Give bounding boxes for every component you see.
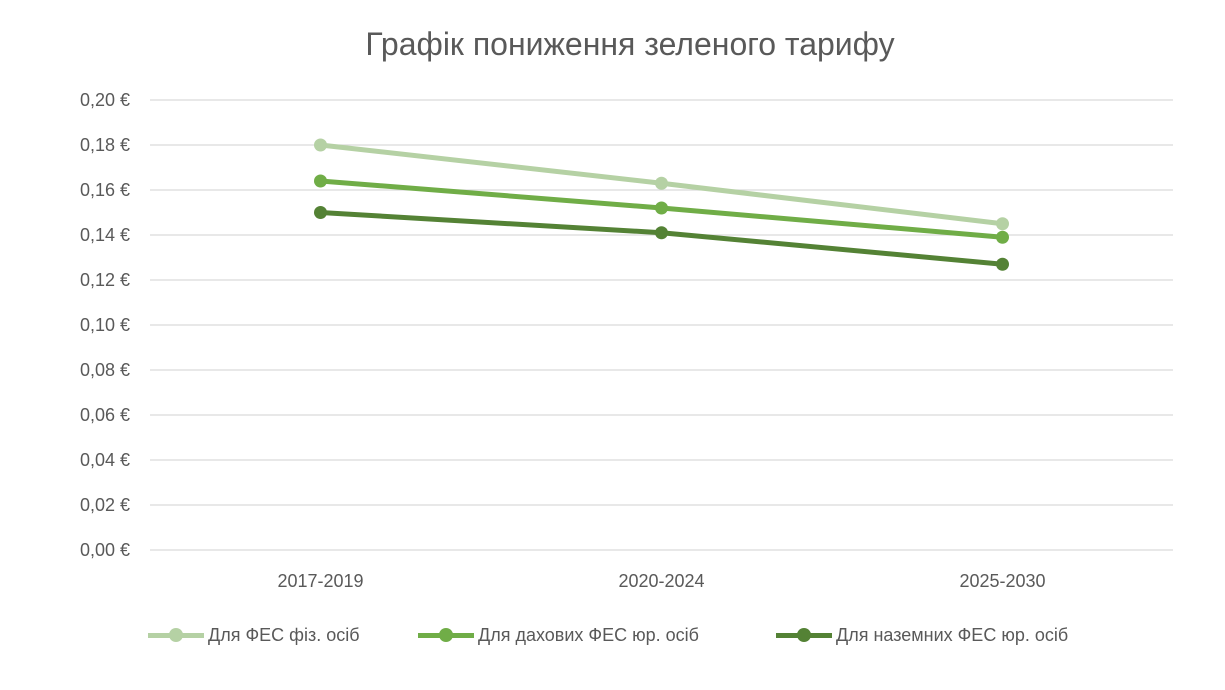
series-points — [314, 138, 1009, 271]
legend-label-series-2: Для дахових ФЕС юр. осіб — [478, 624, 699, 645]
y-tick-label: 0,12 € — [80, 270, 130, 290]
x-tick-label: 2025-2030 — [959, 571, 1045, 591]
y-tick-label: 0,02 € — [80, 495, 130, 515]
x-tick-label: 2017-2019 — [277, 571, 363, 591]
legend-item-series-3: Для наземних ФЕС юр. осіб — [776, 621, 1068, 649]
series-1-point — [314, 138, 327, 152]
x-axis-ticks: 2017-2019 2020-2024 2025-2030 — [277, 571, 1045, 591]
legend-item-series-1: Для ФЕС фіз. осіб — [148, 621, 360, 649]
series-2-point — [655, 201, 668, 215]
y-tick-label: 0,18 € — [80, 135, 130, 155]
series-3-point — [314, 206, 327, 219]
y-tick-label: 0,10 € — [80, 315, 130, 335]
gridlines — [150, 99, 1173, 551]
x-tick-label: 2020-2024 — [618, 571, 704, 591]
y-tick-label: 0,14 € — [80, 225, 130, 245]
series-1-point — [996, 217, 1009, 231]
chart-title: Графік пониження зеленого тарифу — [365, 26, 895, 62]
legend-swatch-series-3 — [776, 625, 832, 645]
y-tick-label: 0,04 € — [80, 450, 130, 470]
series-3-point — [996, 257, 1009, 271]
series-2-point — [314, 174, 327, 188]
legend-swatch-series-2 — [418, 625, 474, 645]
legend-label-series-1: Для ФЕС фіз. осіб — [208, 624, 360, 645]
y-tick-label: 0,08 € — [80, 360, 130, 380]
legend-swatch-series-1 — [148, 625, 204, 645]
series-2-point — [996, 230, 1009, 244]
y-tick-label: 0,16 € — [80, 180, 130, 200]
y-axis-ticks: 0,00 € 0,02 € 0,04 € 0,06 € 0,08 € 0,10 € 0,12… — [80, 90, 130, 560]
series-3-point — [655, 226, 668, 240]
legend-item-series-2: Для дахових ФЕС юр. осіб — [418, 621, 699, 649]
y-tick-label: 0,00 € — [80, 540, 130, 560]
legend: Для ФЕС фіз. осіб Для дахових ФЕС юр. ос… — [0, 621, 1225, 649]
series-1-point — [655, 176, 668, 190]
legend-label-series-3: Для наземних ФЕС юр. осіб — [836, 624, 1069, 645]
y-tick-label: 0,06 € — [80, 405, 130, 425]
y-tick-label: 0,20 € — [80, 90, 130, 110]
